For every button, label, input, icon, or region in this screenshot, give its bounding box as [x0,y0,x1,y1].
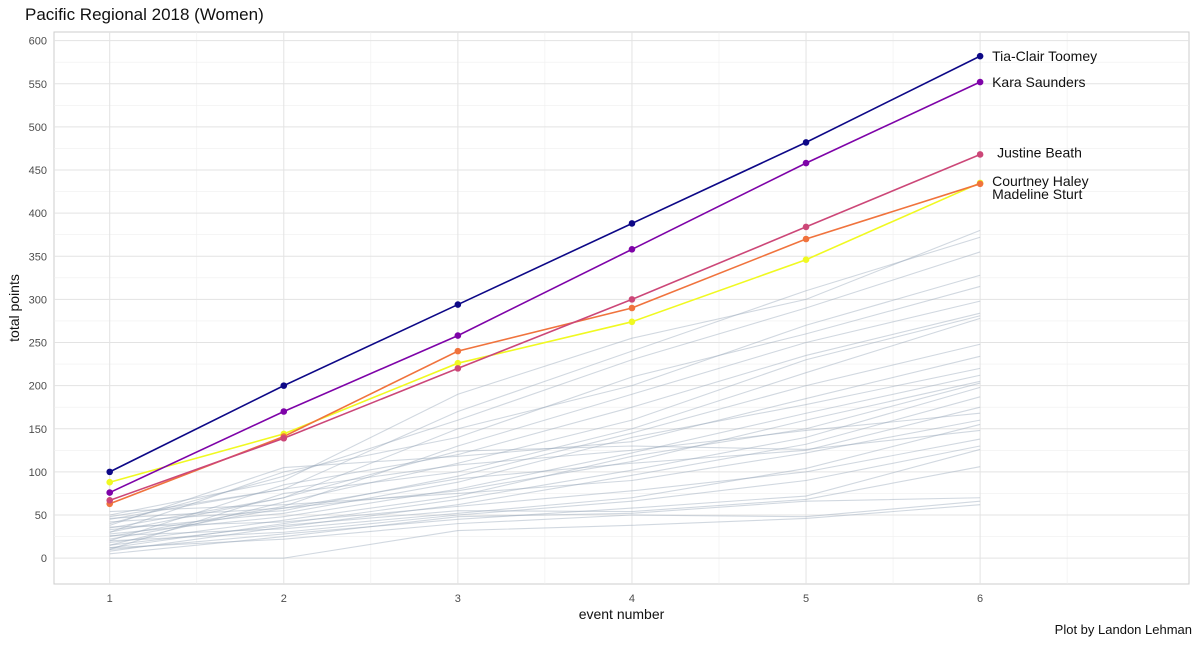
x-tick-label: 4 [629,593,635,605]
y-tick-label: 600 [29,36,47,48]
plot-caption: Plot by Landon Lehman [1054,622,1192,637]
x-tick-labels: 1 2 3 4 5 6 [107,593,984,605]
background-series-line [109,419,981,513]
data-point [454,301,462,308]
background-series-line [109,412,981,518]
grid [53,31,1190,585]
background-series-line [109,315,981,546]
series-end-label: Madeline Sturt [992,186,1082,202]
y-tick-label: 150 [29,424,47,436]
y-tick-label: 0 [41,553,47,565]
background-series-line [109,382,981,544]
background-series-lines [109,229,981,559]
data-point [628,246,636,253]
series-line [109,182,981,483]
data-point [976,151,984,158]
background-series-line [109,367,981,531]
y-tick-label: 300 [29,294,47,306]
data-point [454,347,462,355]
series-end-labels: Tia-Clair Toomey Kara Saunders Justine Bea… [992,48,1097,202]
background-series-line [109,504,981,559]
y-tick-label: 50 [35,510,47,522]
y-tick-label: 450 [29,165,47,177]
series-line [109,183,981,505]
background-series-line [109,374,981,535]
data-point [106,497,114,504]
series-end-label: Kara Saunders [992,74,1085,90]
background-series-line [109,317,981,551]
x-tick-label: 5 [803,593,809,605]
data-point [106,478,114,486]
y-tick-label: 400 [29,208,47,220]
background-series-line [109,229,981,516]
x-tick-label: 1 [107,593,113,605]
background-series-line [109,355,981,526]
background-series-line [109,500,981,549]
series-end-label: Justine Beath [997,144,1082,160]
background-series-line [109,445,981,542]
data-point [976,78,984,86]
background-series-line [109,406,981,519]
background-series-line [109,423,981,537]
background-series-line [109,300,981,538]
y-tick-label: 250 [29,338,47,350]
y-tick-label: 350 [29,251,47,263]
panel-border [53,31,1190,585]
data-point [802,223,810,231]
background-series-line [109,312,981,542]
background-series-line [109,429,981,533]
x-tick-label: 2 [281,593,287,605]
data-point [628,220,636,227]
y-tick-label: 500 [29,122,47,134]
data-point [802,139,810,146]
series-line [109,55,981,473]
background-series-line [109,343,981,523]
background-series-line [109,448,981,551]
data-point [802,256,810,264]
data-point [628,304,636,312]
background-series-line [109,380,981,540]
background-series-line [109,438,981,528]
data-point [106,468,114,476]
data-point [976,52,984,60]
background-series-line [109,386,981,549]
series-line [109,81,981,494]
series-end-label: Courtney Haley [992,173,1088,189]
y-tick-label: 200 [29,381,47,393]
y-tick-labels: 0 50 100 150 200 250 300 350 400 450 500 550 600 [29,36,47,566]
y-tick-label: 550 [29,79,47,91]
background-series-line [109,274,981,529]
data-point [280,408,288,415]
chart-title: Pacific Regional 2018 (Women) [25,5,264,24]
x-axis-label: event number [579,606,665,622]
data-point [454,332,462,339]
x-tick-label: 3 [455,593,461,605]
data-point [454,359,462,367]
background-series-line [109,236,981,520]
highlighted-series-lines [109,55,981,505]
y-axis-label: total points [6,274,22,342]
data-point [280,382,288,389]
data-points [106,52,984,508]
data-point [628,296,636,303]
series-end-label: Tia-Clair Toomey [992,48,1097,64]
series-line [109,153,981,502]
x-tick-label: 6 [977,593,983,605]
background-series-line [109,497,981,555]
background-series-line [109,285,981,533]
data-point [628,318,636,326]
data-point [454,365,462,372]
data-point [802,159,810,167]
data-point [280,434,288,442]
background-series-line [109,466,981,546]
data-point [106,489,114,496]
data-point [976,180,984,188]
y-tick-label: 100 [29,467,47,479]
data-point [802,235,810,243]
background-series-line [109,251,981,525]
background-series-line [109,396,981,552]
